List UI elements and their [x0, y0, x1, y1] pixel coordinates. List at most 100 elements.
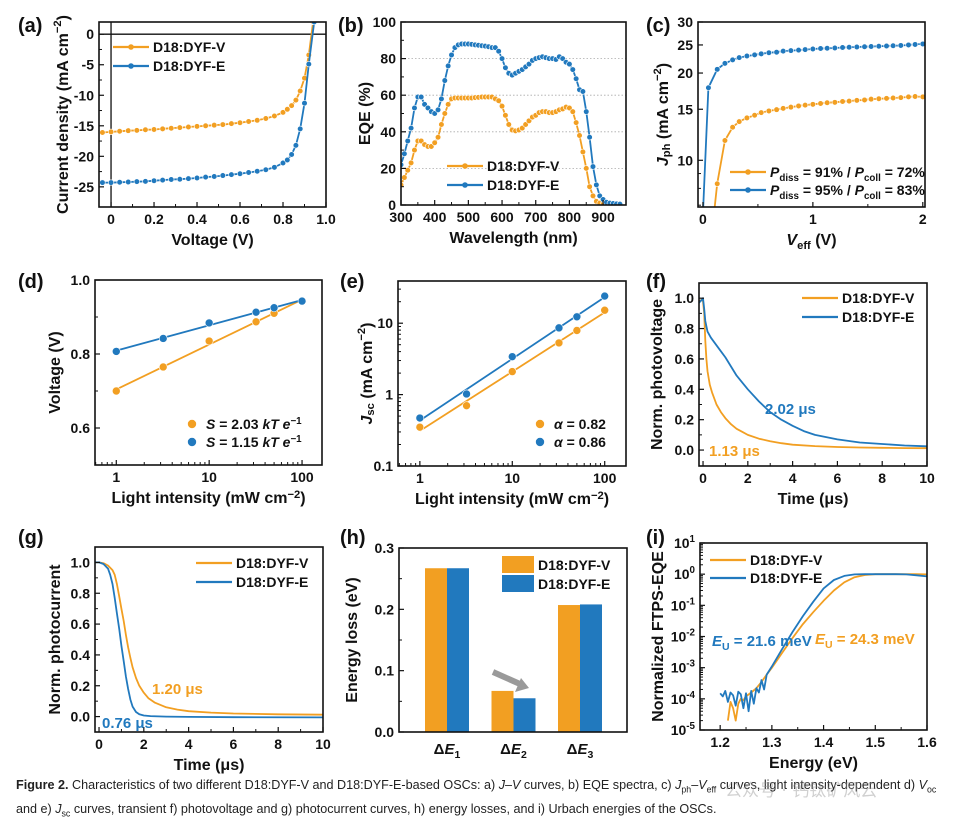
y-tick-label: -25 — [74, 179, 94, 195]
figure-caption: Figure 2. Characteristics of two differe… — [16, 776, 946, 823]
series-ddyfv-point — [133, 127, 140, 134]
series-ddyfe-point — [305, 61, 312, 68]
panel-label: (f) — [646, 271, 666, 293]
series-ddyfv-point — [569, 108, 576, 115]
text-segment: = 72% — [881, 164, 926, 180]
y-tick-label: 0.3 — [375, 540, 395, 556]
panel-label: (d) — [18, 271, 44, 293]
series-ddyfe-point — [868, 43, 875, 50]
x-tick-label: 900 — [591, 209, 615, 225]
x-tick-label: 1.5 — [866, 734, 886, 750]
decrease-arrow-head — [515, 678, 529, 692]
series-ddyfe-point — [795, 46, 802, 54]
x-tick-label: 8 — [878, 470, 886, 486]
series-ddyfv-point — [168, 125, 175, 132]
y-tick-label: 25 — [677, 37, 693, 53]
series-ddyfv-point — [441, 110, 448, 117]
series-ddyfv-point — [554, 338, 564, 348]
series-ddyfv-point — [824, 99, 831, 106]
panel-label: (h) — [340, 527, 366, 549]
legend-marker-sample — [462, 163, 468, 169]
series-ddyfe-point — [507, 352, 517, 361]
caption-text: V — [698, 778, 707, 792]
text-segment: eff — [797, 240, 811, 252]
series-ddyfe-point — [438, 95, 445, 102]
series-ddyfe-point — [721, 60, 729, 67]
y-tick-label: 0 — [388, 197, 396, 213]
text-segment: Time (μs) — [778, 491, 849, 508]
caption-text: sc — [61, 808, 71, 819]
series-ddyfe-point — [125, 178, 132, 186]
text-segment: Normalized FTPS-EQE — [650, 551, 667, 722]
text-segment: D18:DYF-E — [538, 576, 610, 592]
series-ddyfe-point — [202, 173, 209, 181]
x-tick-label: 1.3 — [762, 734, 782, 750]
panel-label: (a) — [18, 15, 42, 37]
text-segment: 1.13 μs — [709, 443, 760, 460]
text-segment: (V) — [811, 232, 837, 249]
x-tick-label: 1.2 — [710, 734, 730, 750]
series-ddyfv-point — [711, 212, 717, 218]
chart-panel-a: (a) 0 0.2 0.4 0.6 0.8 1.0 0 -5 -10 -15 -20 -25 Voltag… — [18, 15, 336, 249]
text-segment: −2 — [356, 328, 368, 341]
series-ddyfv-point — [795, 102, 802, 110]
series-ddyfv-point — [495, 97, 502, 104]
series-ddyfv-point — [583, 165, 590, 172]
annotation-label: 2.02 μs — [765, 401, 816, 418]
series-ddyfe-point — [912, 41, 919, 48]
series-ddyfv-point — [408, 159, 415, 167]
text-segment: 1.20 μs — [152, 681, 203, 698]
plot-area — [111, 296, 307, 396]
tick-exponent: -5 — [686, 721, 695, 732]
tick-exponent: 0 — [690, 565, 696, 576]
series-ddyfe-point — [831, 44, 838, 52]
text-segment: = 2.03 — [215, 416, 262, 432]
x-tick-label: 800 — [558, 209, 582, 225]
legend-label: D18:DYF-V — [487, 158, 560, 174]
series-ddyfv-line — [699, 298, 927, 450]
series-ddyfe-point — [434, 106, 442, 113]
y-tick-label: 10-4 — [671, 690, 696, 707]
series-ddyfv-point — [271, 112, 278, 120]
series-ddyfv-point — [780, 105, 787, 112]
series-ddyfe-point — [411, 104, 418, 112]
series-ddyfv-point — [846, 98, 853, 105]
text-segment: J — [655, 156, 672, 166]
series-ddyfv-point — [787, 104, 794, 111]
x-tick-label: 0.2 — [144, 211, 164, 227]
y-tick-label: 0.6 — [71, 420, 91, 436]
tick-exponent: -2 — [686, 628, 695, 639]
series-ddyfe-point — [773, 49, 780, 56]
y-tick-label: 0.0 — [375, 724, 395, 740]
text-segment: Norm. photocurrent — [47, 564, 64, 715]
category-label: ΔE2 — [500, 741, 527, 761]
text-segment: α — [554, 434, 564, 450]
series-ddyfe-point — [846, 44, 853, 51]
series-ddyfv-point — [116, 128, 123, 135]
text-segment: 1 — [454, 749, 460, 761]
series-ddyfe-point — [415, 413, 425, 423]
legend-marker-sample — [187, 437, 197, 447]
y-tick-label: -5 — [82, 57, 95, 73]
x-tick-label: 1 — [809, 211, 817, 227]
series-ddyfe-point — [271, 164, 278, 171]
series-ddyfe-point — [418, 93, 425, 101]
x-axis-label: Veff (V) — [786, 232, 836, 252]
figure-2: (a)0 0.2 0.4 0.6 0.8 1.00-5-10-15-20-25Voltag… — [18, 14, 937, 774]
panel-label: (g) — [18, 527, 44, 549]
caption-text: and e) — [16, 801, 56, 816]
legend-marker-sample — [128, 44, 134, 50]
series-ddyfv-point — [254, 117, 261, 124]
x-tick-label: 100 — [290, 469, 314, 485]
series-ddyfv-point — [185, 123, 192, 131]
y-tick-label: 1.0 — [71, 554, 91, 570]
series-ddyfv-point — [434, 134, 442, 141]
series-ddyfv-point — [507, 367, 517, 376]
legend-label: S = 1.15 kT e−1 — [206, 434, 302, 450]
series-ddyfe-point — [919, 40, 925, 48]
x-tick-label: 500 — [457, 209, 481, 225]
x-tick-label: 0 — [95, 736, 103, 752]
text-segment: 3 — [587, 749, 593, 761]
series-ddyfv-point — [498, 103, 506, 110]
x-tick-label: 6 — [834, 470, 842, 486]
